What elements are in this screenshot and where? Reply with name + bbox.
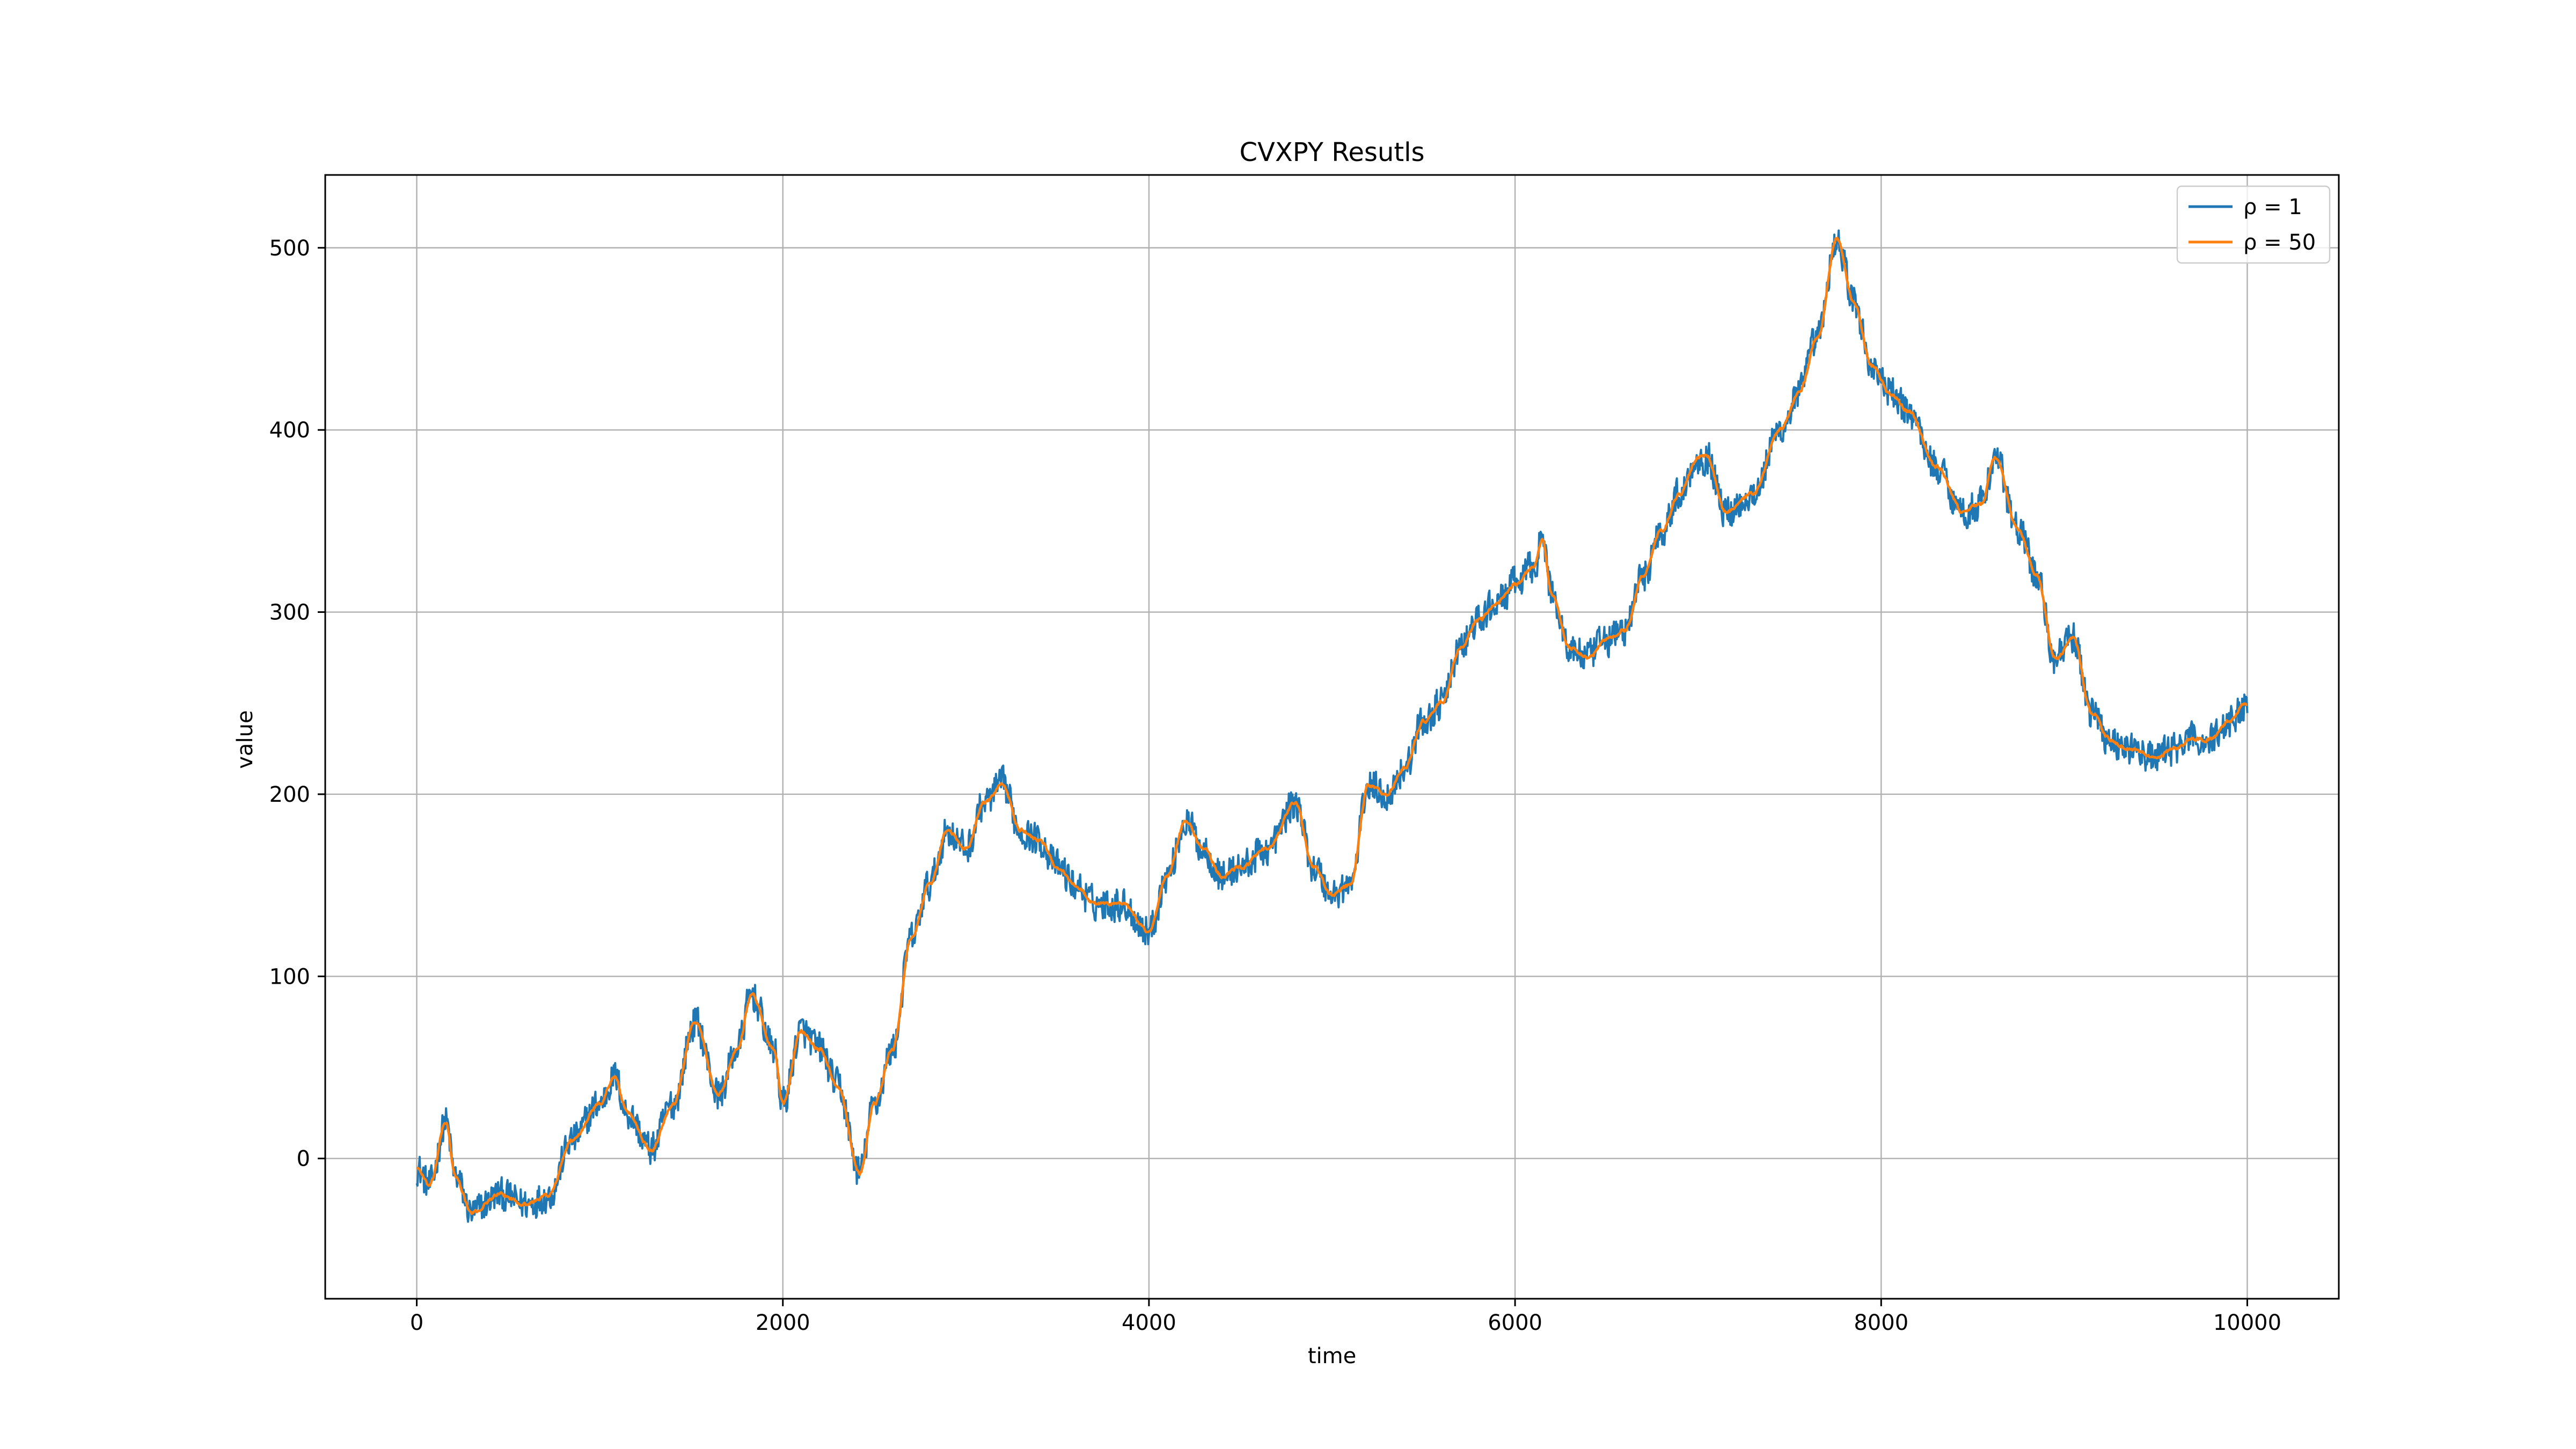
- y-tick-label: 100: [269, 964, 310, 989]
- y-tick-label: 400: [269, 418, 310, 443]
- legend-label-rho-1: ρ = 1: [2243, 195, 2302, 219]
- x-tick-label: 0: [410, 1311, 423, 1335]
- chart-title: CVXPY Resutls: [1239, 137, 1424, 167]
- y-axis-label: value: [233, 710, 258, 769]
- x-tick-label: 4000: [1122, 1311, 1176, 1335]
- grid: [325, 175, 2339, 1299]
- plot-frame: [324, 174, 2340, 1300]
- series-line-rho-50: [416, 237, 2248, 1216]
- y-tick-label: 200: [269, 782, 310, 807]
- x-tick-label: 6000: [1488, 1311, 1542, 1335]
- axis-ticks: 0 2000 4000 6000 8000 10000 0 100 200 300 400 500: [269, 236, 2281, 1335]
- plot-series: [415, 229, 2249, 1223]
- legend: ρ = 1 ρ = 50: [2176, 185, 2331, 264]
- x-tick-label: 2000: [756, 1311, 810, 1335]
- y-tick-label: 500: [269, 236, 310, 261]
- x-tick-label: 8000: [1854, 1311, 1908, 1335]
- x-axis-label: time: [1308, 1344, 1356, 1368]
- y-tick-label: 300: [269, 601, 310, 625]
- legend-label-rho-50: ρ = 50: [2243, 230, 2316, 255]
- x-tick-label: 10000: [2213, 1311, 2281, 1335]
- y-tick-label: 0: [297, 1147, 310, 1172]
- series-line-rho-1: [415, 229, 2249, 1223]
